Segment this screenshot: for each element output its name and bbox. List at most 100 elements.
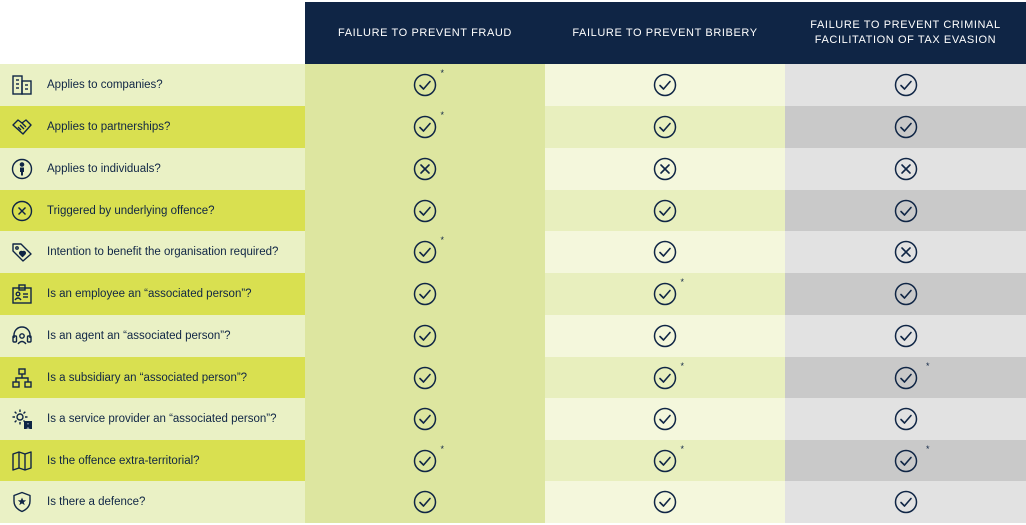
question-cell: Applies to partnerships? [0, 106, 305, 148]
tax-evasion-cell: * [785, 440, 1026, 482]
footnote-asterisk: * [440, 68, 444, 78]
tax-evasion-cell [785, 64, 1026, 106]
fraud-cell [305, 190, 545, 232]
table-row: Applies to individuals? [0, 148, 1026, 190]
fraud-cell: * [305, 440, 545, 482]
check-circle-icon [413, 366, 437, 390]
check-circle-icon [653, 407, 677, 431]
footnote-asterisk: * [680, 361, 684, 371]
question-label: Is there a defence? [47, 496, 146, 508]
bribery-cell [545, 481, 785, 523]
check-circle-icon: * [653, 362, 684, 390]
check-circle-icon [413, 407, 437, 431]
handshake-icon [11, 116, 33, 138]
bribery-cell [545, 398, 785, 440]
fraud-cell [305, 398, 545, 440]
question-label: Is an agent an “associated person”? [47, 330, 231, 342]
question-cell: Is there a defence? [0, 481, 305, 523]
bribery-cell [545, 315, 785, 357]
question-label: Intention to benefit the organisation re… [47, 246, 279, 258]
question-cell: Is the offence extra-territorial? [0, 440, 305, 482]
gear-person-icon [11, 408, 33, 430]
question-label: Applies to companies? [47, 79, 163, 91]
check-circle-icon [894, 73, 918, 97]
tax-evasion-cell [785, 190, 1026, 232]
id-badge-icon [11, 283, 33, 305]
question-cell: Is an employee an “associated person”? [0, 273, 305, 315]
fraud-cell: * [305, 64, 545, 106]
column-header-fraud: FAILURE TO PREVENT FRAUD [305, 2, 545, 64]
map-icon [11, 450, 33, 472]
check-circle-icon [653, 490, 677, 514]
question-cell: Applies to companies? [0, 64, 305, 106]
question-label: Is a service provider an “associated per… [47, 413, 277, 425]
column-header-bribery: FAILURE TO PREVENT BRIBERY [545, 2, 785, 64]
table-row: Applies to companies? * [0, 64, 1026, 106]
table-row: Applies to partnerships? * [0, 106, 1026, 148]
fraud-cell: * [305, 106, 545, 148]
tag-heart-icon [11, 241, 33, 263]
bribery-cell [545, 64, 785, 106]
check-circle-icon [653, 73, 677, 97]
table-row: Is an agent an “associated person”? [0, 315, 1026, 357]
shield-star-icon [11, 491, 33, 513]
check-circle-icon: * [653, 278, 684, 306]
check-circle-icon [894, 490, 918, 514]
headset-icon [11, 325, 33, 347]
check-circle-icon: * [413, 111, 444, 139]
bribery-cell: * [545, 440, 785, 482]
bribery-cell: * [545, 273, 785, 315]
tax-evasion-cell [785, 231, 1026, 273]
cross-circle-icon [11, 200, 33, 222]
bribery-cell [545, 148, 785, 190]
fraud-cell [305, 481, 545, 523]
cross-circle-icon [894, 157, 918, 181]
footnote-asterisk: * [440, 110, 444, 120]
question-label: Is an employee an “associated person”? [47, 288, 252, 300]
cross-circle-icon [894, 240, 918, 264]
footnote-asterisk: * [925, 361, 930, 371]
bribery-cell: * [545, 357, 785, 399]
check-circle-icon [894, 407, 918, 431]
tax-evasion-cell [785, 481, 1026, 523]
check-circle-icon [413, 199, 437, 223]
fraud-cell [305, 273, 545, 315]
check-circle-icon: * [413, 445, 444, 473]
question-label: Triggered by underlying offence? [47, 205, 215, 217]
cross-circle-icon [413, 157, 437, 181]
table-row: Is there a defence? [0, 481, 1026, 523]
footnote-asterisk: * [680, 444, 684, 454]
building-icon [11, 74, 33, 96]
tax-evasion-cell: * [785, 357, 1026, 399]
bribery-cell [545, 106, 785, 148]
question-cell: Is a service provider an “associated per… [0, 398, 305, 440]
footnote-asterisk: * [440, 444, 444, 454]
check-circle-icon [653, 240, 677, 264]
table-row: Is a subsidiary an “associated person”? *… [0, 357, 1026, 399]
fraud-cell [305, 315, 545, 357]
check-circle-icon [413, 490, 437, 514]
column-header-tax-evasion: FAILURE TO PREVENT CRIMINAL FACILITATION… [785, 2, 1026, 64]
tax-evasion-cell [785, 273, 1026, 315]
table-row: Is an employee an “associated person”? * [0, 273, 1026, 315]
check-circle-icon [653, 199, 677, 223]
check-circle-icon [413, 282, 437, 306]
tax-evasion-cell [785, 106, 1026, 148]
person-icon [11, 158, 33, 180]
check-circle-icon [894, 324, 918, 348]
fraud-cell: * [305, 231, 545, 273]
tax-evasion-cell [785, 315, 1026, 357]
footnote-asterisk: * [440, 235, 444, 245]
footnote-asterisk: * [680, 277, 684, 287]
question-cell: Intention to benefit the organisation re… [0, 231, 305, 273]
table-row: Triggered by underlying offence? [0, 190, 1026, 232]
check-circle-icon [894, 282, 918, 306]
fraud-cell [305, 357, 545, 399]
check-circle-icon [653, 115, 677, 139]
question-label: Applies to individuals? [47, 163, 161, 175]
fraud-cell [305, 148, 545, 190]
question-cell: Triggered by underlying offence? [0, 190, 305, 232]
bribery-cell [545, 231, 785, 273]
cross-circle-icon [653, 157, 677, 181]
